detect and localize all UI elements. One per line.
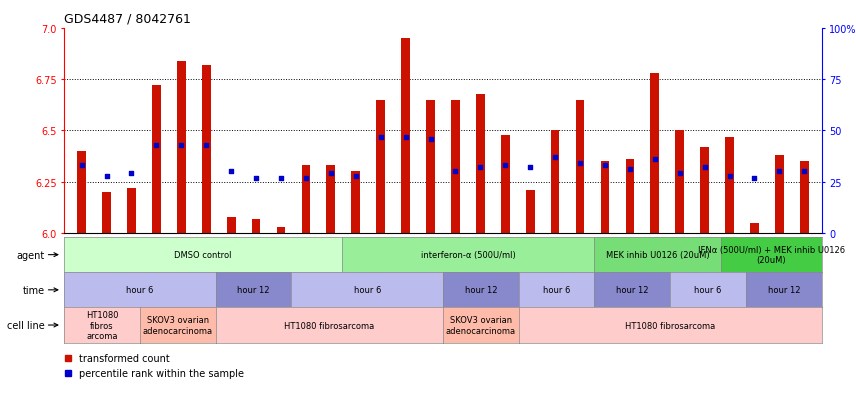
Bar <box>276 227 285 233</box>
Point <box>473 165 487 171</box>
Bar <box>177 62 186 233</box>
Point <box>648 157 662 163</box>
Bar <box>700 147 709 233</box>
Text: hour 12: hour 12 <box>237 286 270 294</box>
Point <box>274 175 288 181</box>
Point <box>549 154 562 161</box>
Text: HT1080 fibrosarcoma: HT1080 fibrosarcoma <box>284 321 374 330</box>
Text: interferon-α (500U/ml): interferon-α (500U/ml) <box>421 251 515 259</box>
Bar <box>152 86 161 233</box>
Bar <box>252 219 260 233</box>
Point <box>374 134 388 140</box>
Text: MEK inhib U0126 (20uM): MEK inhib U0126 (20uM) <box>606 251 710 259</box>
Point <box>722 173 736 179</box>
Bar <box>202 66 211 233</box>
Bar <box>626 160 634 233</box>
Bar <box>775 156 784 233</box>
Point <box>798 169 811 175</box>
Point <box>249 175 263 181</box>
Bar <box>102 192 111 233</box>
Bar <box>550 131 560 233</box>
Text: agent: agent <box>17 250 45 260</box>
Point <box>224 169 238 175</box>
Point <box>424 136 437 142</box>
Text: hour 12: hour 12 <box>768 286 800 294</box>
Bar <box>725 137 734 233</box>
Bar <box>377 100 385 233</box>
Point <box>199 142 213 149</box>
Bar <box>301 166 310 233</box>
Text: transformed count: transformed count <box>80 353 170 363</box>
Bar <box>750 223 758 233</box>
Text: DMSO control: DMSO control <box>175 251 232 259</box>
Bar <box>675 131 684 233</box>
Text: HT1080
fibros
arcoma: HT1080 fibros arcoma <box>86 311 118 340</box>
Bar <box>352 172 360 233</box>
Point <box>324 171 337 177</box>
Point <box>598 163 612 169</box>
Bar <box>576 100 585 233</box>
Point <box>673 171 687 177</box>
Point <box>399 134 413 140</box>
Text: time: time <box>23 285 45 295</box>
Bar <box>227 217 235 233</box>
Bar <box>326 166 336 233</box>
Point <box>175 142 188 149</box>
Bar <box>128 188 136 233</box>
Point <box>99 173 113 179</box>
Bar <box>601 162 609 233</box>
Point <box>698 165 711 171</box>
Point <box>150 142 163 149</box>
Bar <box>426 100 435 233</box>
Bar <box>77 152 86 233</box>
Bar <box>476 94 484 233</box>
Text: hour 12: hour 12 <box>616 286 649 294</box>
Text: GDS4487 / 8042761: GDS4487 / 8042761 <box>64 12 191 25</box>
Text: hour 6: hour 6 <box>543 286 570 294</box>
Text: cell line: cell line <box>7 320 45 330</box>
Text: hour 6: hour 6 <box>694 286 722 294</box>
Bar <box>401 39 410 233</box>
Bar <box>526 190 534 233</box>
Point <box>623 167 637 173</box>
Point <box>747 175 761 181</box>
Point <box>773 169 787 175</box>
Point <box>299 175 312 181</box>
Text: hour 6: hour 6 <box>127 286 153 294</box>
Point <box>498 163 512 169</box>
Bar <box>451 100 460 233</box>
Text: percentile rank within the sample: percentile rank within the sample <box>80 368 244 378</box>
Bar <box>651 74 659 233</box>
Point <box>574 161 587 167</box>
Text: SKOV3 ovarian
adenocarcinoma: SKOV3 ovarian adenocarcinoma <box>143 316 213 335</box>
Text: IFNα (500U/ml) + MEK inhib U0126
(20uM): IFNα (500U/ml) + MEK inhib U0126 (20uM) <box>698 245 845 265</box>
Text: hour 6: hour 6 <box>354 286 381 294</box>
Point <box>523 165 537 171</box>
Text: HT1080 fibrosarcoma: HT1080 fibrosarcoma <box>625 321 716 330</box>
Text: hour 12: hour 12 <box>465 286 497 294</box>
Point <box>349 173 363 179</box>
Point <box>449 169 462 175</box>
Point <box>74 163 88 169</box>
Point <box>125 171 139 177</box>
Bar <box>501 135 509 233</box>
Text: SKOV3 ovarian
adenocarcinoma: SKOV3 ovarian adenocarcinoma <box>446 316 516 335</box>
Bar <box>800 162 809 233</box>
